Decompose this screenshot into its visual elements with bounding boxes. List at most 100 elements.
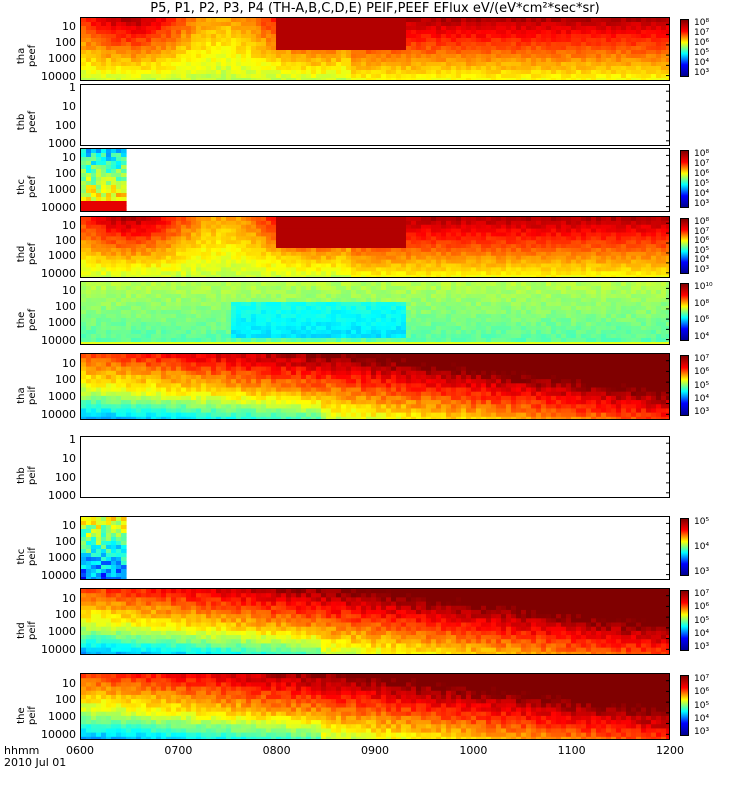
spectrogram-cell: [126, 58, 132, 63]
spectrogram-cell: [116, 54, 122, 59]
spectrogram-cell: [321, 244, 327, 249]
spectrogram-cell: [531, 42, 537, 47]
spectrogram-cell: [201, 34, 207, 39]
spectrogram-cell: [241, 42, 247, 47]
spectrogram-cell: [236, 302, 242, 307]
spectrogram-cell: [521, 224, 527, 230]
spectrogram-cell: [301, 42, 307, 47]
spectrogram-cell: [276, 18, 282, 23]
spectrogram-cell: [96, 149, 102, 154]
spectrogram-cell: [521, 70, 527, 75]
spectrogram-cell: [466, 34, 472, 39]
spectrogram-cell: [231, 298, 237, 303]
spectrogram-cell: [376, 251, 382, 257]
spectrogram-cell: [171, 46, 177, 51]
spectrogram-cell: [171, 34, 177, 39]
spectrogram-cell: [201, 298, 207, 303]
spectrogram-cell: [566, 18, 572, 23]
spectrogram-cell: [591, 236, 597, 241]
spectrogram-cell: [631, 22, 637, 27]
spectrogram-cell: [436, 255, 442, 261]
spectrogram-cell: [211, 259, 217, 265]
spectrogram-cell: [336, 334, 342, 339]
spectrogram-cell: [306, 34, 312, 39]
spectrogram-cell: [351, 271, 357, 276]
spectrogram-cell: [326, 298, 332, 303]
spectrogram-cell: [166, 232, 172, 237]
spectrogram-cell: [96, 173, 102, 178]
spectrogram-cell: [471, 58, 477, 63]
spectrogram-cell: [116, 201, 122, 206]
spectrogram-cell: [416, 74, 422, 79]
spectrogram-cell: [106, 318, 112, 323]
spectrogram-cell: [116, 248, 122, 253]
y-tick-label: 100: [55, 166, 76, 180]
spectrogram-cell: [456, 236, 462, 241]
spectrogram-cell: [661, 255, 667, 261]
spectrogram-cell: [396, 255, 402, 261]
spectrogram-cell: [131, 34, 137, 39]
spectrogram-cell: [431, 50, 437, 55]
spectrogram-cell: [336, 282, 342, 287]
spectrogram-cell: [281, 302, 287, 307]
spectrogram-cell: [221, 70, 227, 75]
spectrogram-cell: [86, 34, 92, 39]
spectrogram-cell: [96, 54, 102, 59]
spectrogram-cell: [641, 38, 647, 43]
spectrogram-cell: [651, 228, 657, 234]
spectrogram-cell: [391, 275, 397, 277]
spectrogram-cell: [91, 244, 97, 249]
spectrogram-cell: [286, 310, 292, 315]
spectrogram-cell: [466, 66, 472, 71]
spectrogram-cell: [176, 78, 182, 80]
spectrogram-cell: [451, 18, 457, 23]
spectrogram-cell: [591, 42, 597, 47]
spectrogram-cell: [441, 74, 447, 79]
spectrogram-cell: [296, 58, 302, 63]
spectrogram-cell: [451, 224, 457, 230]
spectrogram-cell: [541, 42, 547, 47]
spectrogram-cell: [391, 286, 397, 291]
spectrogram-cell: [106, 58, 112, 63]
spectrogram-cell: [571, 224, 577, 230]
spectrogram-cell: [541, 255, 547, 261]
spectrogram-cell: [221, 326, 227, 331]
spectrogram-cell: [251, 220, 257, 226]
spectrogram-cell: [446, 244, 452, 249]
spectrogram-cell: [411, 244, 417, 249]
spectrogram-cell: [401, 38, 407, 43]
spectrogram-cell: [306, 46, 312, 51]
spectrogram-cell: [106, 326, 112, 331]
spectrogram-cell: [121, 248, 127, 253]
spectrogram-cell: [441, 70, 447, 75]
spectrogram-cell: [631, 26, 637, 31]
spectrogram-cell: [616, 74, 622, 79]
spectrogram-cell: [456, 22, 462, 27]
spectrogram-cell: [541, 232, 547, 237]
spectrogram-cell: [526, 228, 532, 234]
spectrogram-cell: [356, 54, 362, 59]
spectrogram-cell: [211, 310, 217, 315]
spectrogram-cell: [191, 232, 197, 237]
spectrogram-cell: [361, 251, 367, 257]
spectrogram-cell: [301, 22, 307, 27]
spectrogram-cell: [306, 306, 312, 311]
spectrogram-cell: [366, 342, 372, 344]
spectrogram-cell: [571, 74, 577, 79]
spectrogram-cell: [501, 236, 507, 241]
spectrogram-cell: [81, 18, 87, 23]
spectrogram-cell: [221, 236, 227, 241]
spectrogram-cell: [396, 42, 402, 47]
spectrogram-cell: [106, 322, 112, 327]
spectrogram-cell: [366, 220, 372, 226]
spectrogram-cell: [461, 78, 467, 80]
spectrogram-cell: [281, 42, 287, 47]
spectrogram-cell: [576, 58, 582, 63]
spectrogram-cell: [271, 22, 277, 27]
spectrogram-cell: [116, 169, 122, 174]
spectrogram-cell: [641, 58, 647, 63]
colorbar-label: 10³: [694, 68, 710, 78]
spectrogram-cell: [96, 240, 102, 245]
spectrogram-cell: [396, 26, 402, 31]
spectrogram-cell: [86, 169, 92, 174]
